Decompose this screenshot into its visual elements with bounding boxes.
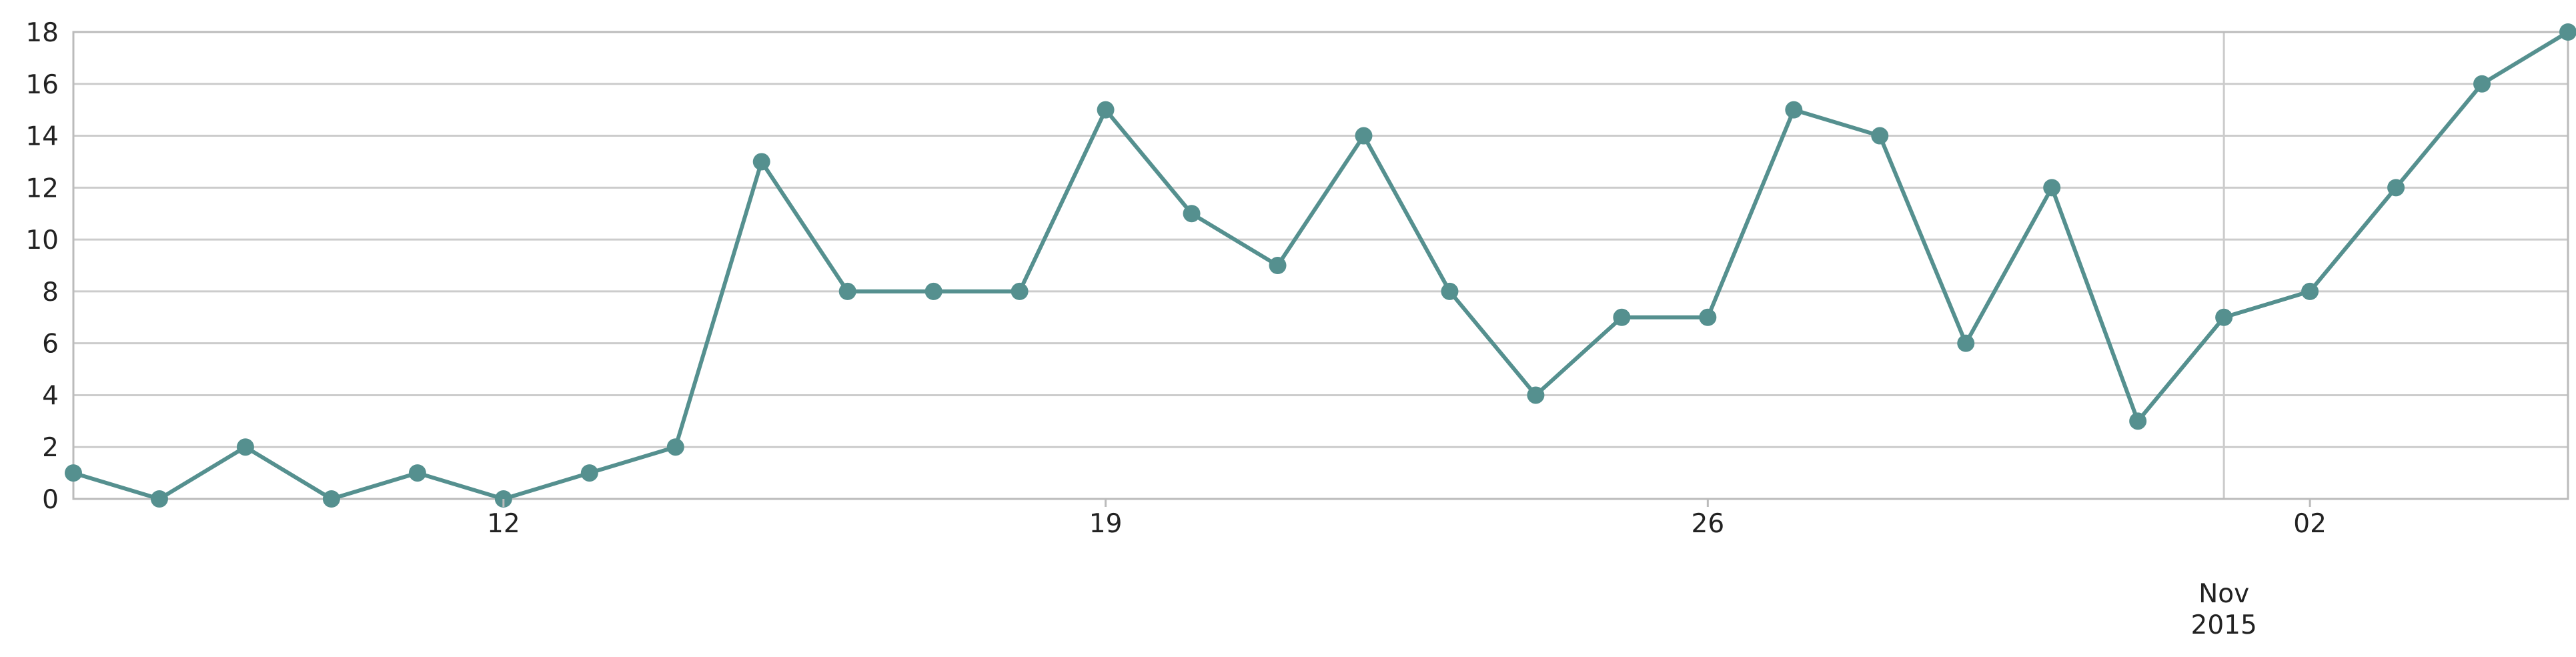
data-point: [1957, 334, 1975, 352]
data-point: [1269, 257, 1287, 274]
data-point: [1441, 282, 1459, 300]
data-point: [322, 490, 340, 508]
series-line: [73, 30, 2569, 501]
y-tick-label: 2: [42, 433, 59, 463]
data-point: [1097, 101, 1115, 119]
plot-frame: [72, 31, 2569, 500]
y-axis-ticks: 0 2 4 6 8 10 12 14 16 18: [25, 18, 59, 515]
data-point: [1355, 127, 1373, 145]
x-tick-label: 02: [2293, 509, 2327, 539]
data-point: [752, 153, 770, 171]
y-tick-label: 18: [25, 18, 59, 48]
data-point: [2387, 179, 2405, 197]
data-point: [1613, 308, 1631, 326]
x-axis-ticks: 12 19 26 02: [487, 499, 2327, 539]
data-point: [1699, 308, 1717, 326]
data-point: [924, 282, 942, 300]
x-tick-label: 12: [487, 509, 520, 539]
grid-lines: [73, 31, 2568, 500]
x-major-tick-year: 2015: [2191, 610, 2257, 640]
data-point: [1785, 101, 1803, 119]
data-point: [2129, 412, 2147, 430]
x-major-tick-month: Nov: [2198, 579, 2249, 609]
data-point: [236, 438, 254, 456]
data-point: [1183, 205, 1201, 223]
data-point: [2043, 179, 2061, 197]
data-point: [1011, 282, 1029, 300]
data-point: [2215, 308, 2233, 326]
y-tick-label: 8: [42, 277, 59, 307]
data-point: [2559, 23, 2576, 41]
data-point: [2473, 75, 2491, 93]
data-point: [65, 464, 82, 482]
data-point: [838, 282, 856, 300]
y-tick-label: 10: [25, 225, 59, 255]
data-point: [2301, 282, 2319, 300]
y-tick-label: 4: [42, 381, 59, 411]
data-point: [580, 464, 598, 482]
data-point: [408, 464, 426, 482]
data-point: [150, 490, 168, 508]
series-group: [65, 23, 2576, 508]
data-point: [666, 438, 684, 456]
y-tick-label: 0: [42, 485, 59, 515]
x-tick-label: 19: [1089, 509, 1123, 539]
y-tick-label: 12: [25, 173, 59, 203]
data-point: [1527, 386, 1545, 404]
y-tick-label: 14: [25, 122, 59, 152]
data-point: [1871, 127, 1889, 145]
y-tick-label: 16: [25, 70, 59, 100]
y-tick-label: 6: [42, 330, 59, 360]
x-tick-label: 26: [1692, 509, 1725, 539]
